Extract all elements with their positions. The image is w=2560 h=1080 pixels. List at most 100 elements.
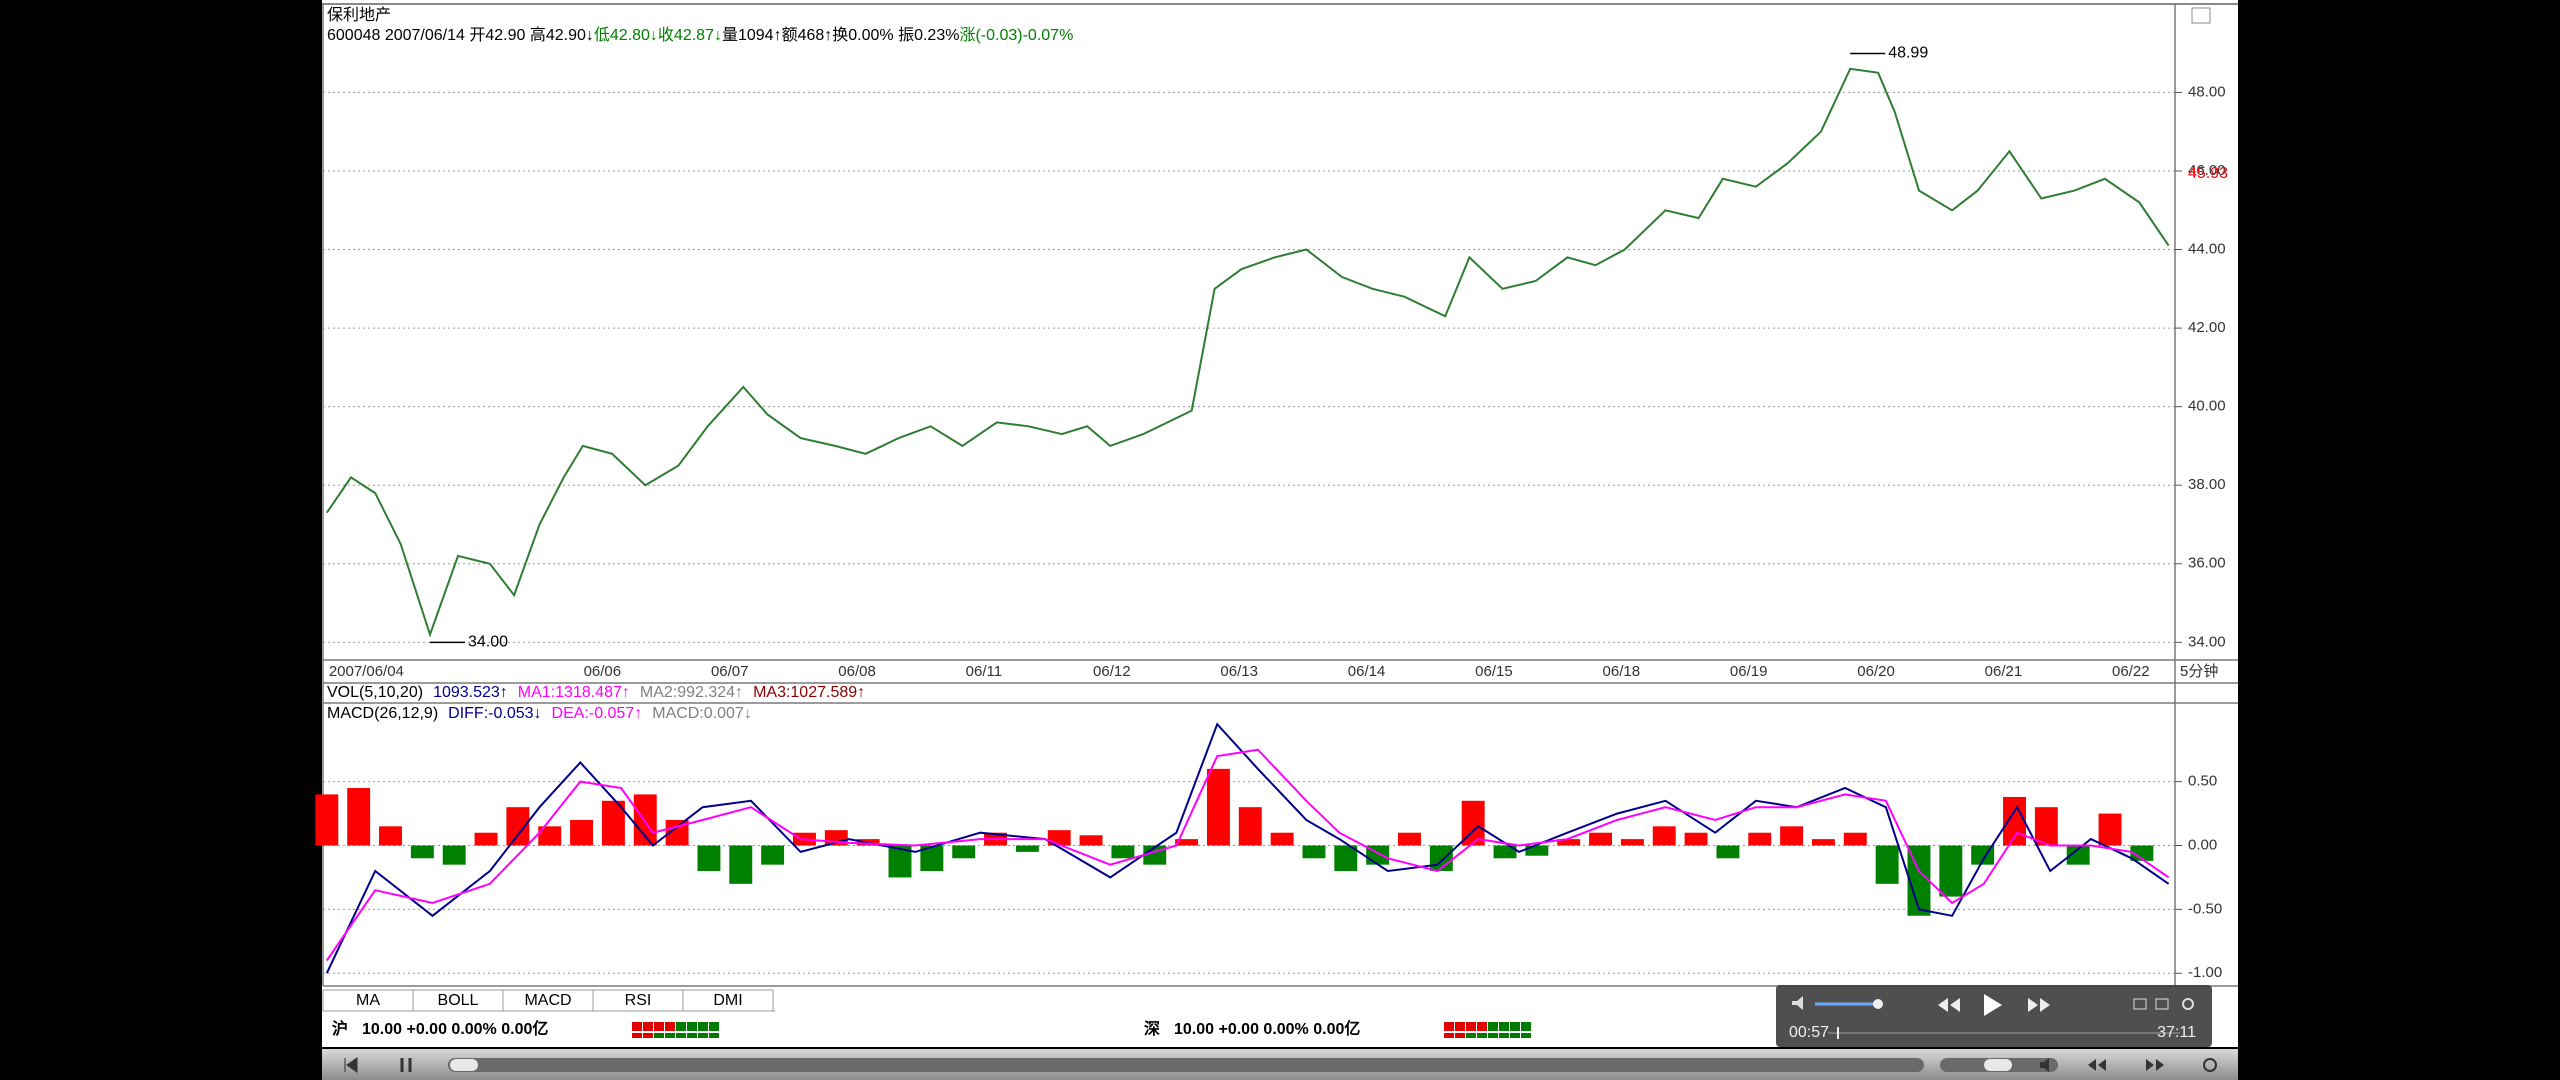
x-tick-label: 06/15 bbox=[1475, 663, 1513, 680]
tab-label[interactable]: MA bbox=[356, 992, 380, 1009]
annotation-label: 48.99 bbox=[1888, 45, 1928, 62]
price-line bbox=[325, 67, 2170, 638]
macd-bar bbox=[1238, 807, 1262, 846]
macd-bar bbox=[1015, 845, 1039, 852]
breadth-block bbox=[665, 1033, 675, 1038]
fullscreen-button[interactable] bbox=[2155, 998, 2169, 1010]
text-segment: 涨(-0.03)-0.07% bbox=[959, 26, 1073, 44]
macd-bar bbox=[1684, 832, 1708, 846]
macd-bar bbox=[697, 845, 721, 872]
tab-label[interactable]: MACD bbox=[524, 992, 571, 1009]
skip-button[interactable] bbox=[2146, 1059, 2164, 1071]
text-segment: MA2:992.324↑ bbox=[640, 684, 743, 701]
text-segment: 低42.80↓收42.87↓ bbox=[594, 26, 722, 44]
x-tick-label: 06/06 bbox=[584, 663, 622, 680]
macd-bar bbox=[2098, 813, 2122, 846]
y-tick-label: 0.00 bbox=[2188, 836, 2217, 853]
breadth-block bbox=[1477, 1033, 1487, 1038]
text-segment: VOL(5,10,20) bbox=[327, 684, 423, 701]
macd-bar bbox=[729, 845, 753, 884]
macd-bar bbox=[1875, 845, 1899, 884]
options-button[interactable] bbox=[2203, 1058, 2217, 1072]
macd-bar bbox=[442, 845, 466, 865]
y-tick-label: -0.50 bbox=[2188, 900, 2222, 917]
macd-bar bbox=[633, 794, 657, 846]
market-name: 沪 bbox=[332, 1019, 348, 1038]
seek-thumb[interactable] bbox=[450, 1059, 478, 1071]
volume-knob[interactable] bbox=[1984, 1059, 2012, 1071]
x-tick-label: 06/11 bbox=[966, 663, 1002, 680]
settings-button[interactable] bbox=[2182, 998, 2194, 1010]
player-panel bbox=[1776, 985, 2212, 1047]
tab[interactable] bbox=[682, 989, 774, 1012]
x-tick-label: 06/18 bbox=[1603, 663, 1641, 680]
y-tick-label: 42.00 bbox=[2188, 319, 2226, 336]
macd-bar bbox=[601, 800, 625, 846]
text-segment: MA3:1027.589↑ bbox=[753, 684, 865, 701]
breadth-block bbox=[1510, 1022, 1520, 1031]
breadth-block bbox=[1510, 1033, 1520, 1038]
macd-bar bbox=[920, 845, 944, 872]
play-button[interactable] bbox=[1984, 994, 2002, 1016]
window-icon[interactable] bbox=[2191, 7, 2211, 24]
macd-bar bbox=[1270, 832, 1294, 846]
x-tick-label: 06/21 bbox=[1985, 663, 2023, 680]
macd-bar bbox=[1398, 832, 1421, 846]
macd-bar bbox=[1557, 839, 1581, 846]
x-tick-label: 06/12 bbox=[1093, 663, 1131, 680]
breadth-block bbox=[643, 1033, 653, 1038]
tab-label[interactable]: DMI bbox=[713, 992, 742, 1009]
volume-thumb[interactable] bbox=[1873, 999, 1883, 1009]
macd-bar bbox=[474, 832, 498, 846]
macd-bar bbox=[1907, 845, 1931, 916]
breadth-block bbox=[1499, 1022, 1509, 1031]
last-price-label: 45.93 bbox=[2188, 165, 2228, 182]
breadth-block bbox=[698, 1022, 708, 1031]
back-button[interactable] bbox=[2088, 1059, 2106, 1071]
status-bar: 沪 10.00 +0.00 0.00% 0.00亿深 10.00 +0.00 0.0… bbox=[332, 1019, 1531, 1038]
x-tick-label: 06/08 bbox=[838, 663, 876, 680]
pause-button[interactable] bbox=[400, 1058, 412, 1072]
prev-button[interactable] bbox=[344, 1057, 358, 1073]
y-tick-label: 48.00 bbox=[2188, 83, 2226, 100]
breadth-block bbox=[1521, 1022, 1531, 1031]
market-name: 深 bbox=[1144, 1019, 1160, 1038]
macd-bar bbox=[1652, 826, 1676, 846]
pip-button[interactable] bbox=[2133, 998, 2147, 1010]
breadth-block bbox=[687, 1022, 697, 1031]
macd-bar bbox=[1525, 845, 1549, 856]
total-time: 37:11 bbox=[2157, 1024, 2196, 1041]
x-tick-label: 06/14 bbox=[1348, 663, 1386, 680]
indicator-tabs: MA BOLL MACD RSI DMI bbox=[322, 989, 775, 1012]
seek-track[interactable] bbox=[448, 1058, 1924, 1072]
forward-button[interactable] bbox=[2028, 998, 2050, 1012]
volume-icon[interactable] bbox=[1792, 996, 1803, 1010]
market-quote: 10.00 +0.00 0.00% 0.00亿 bbox=[362, 1019, 548, 1038]
macd-bar bbox=[347, 788, 371, 846]
breadth-block bbox=[665, 1022, 675, 1031]
macd-bar bbox=[410, 845, 434, 859]
tab-label[interactable]: BOLL bbox=[438, 992, 479, 1009]
macd-bar bbox=[379, 826, 402, 846]
breadth-block bbox=[632, 1022, 642, 1031]
macd-bar bbox=[1843, 832, 1867, 846]
indicator-line bbox=[325, 748, 2170, 962]
tab-label[interactable]: RSI bbox=[625, 992, 652, 1009]
breadth-block bbox=[676, 1022, 686, 1031]
mute-button[interactable] bbox=[2040, 1058, 2049, 1072]
breadth-block bbox=[709, 1033, 719, 1038]
macd-bar bbox=[1589, 832, 1613, 846]
macd-bar bbox=[952, 845, 976, 859]
x-tick-label: 06/13 bbox=[1220, 663, 1258, 680]
x-tick-label: 2007/06/04 bbox=[329, 663, 404, 680]
y-tick-label: 40.00 bbox=[2188, 398, 2226, 415]
elapsed-time: 00:57 bbox=[1789, 1024, 1829, 1041]
rewind-button[interactable] bbox=[1938, 998, 1960, 1012]
breadth-block bbox=[1477, 1022, 1487, 1031]
y-tick-label: 0.50 bbox=[2188, 773, 2217, 790]
macd-bar bbox=[1175, 839, 1199, 846]
macd-bar bbox=[665, 819, 689, 846]
text-segment: MA1:1318.487↑ bbox=[518, 684, 630, 701]
x-tick-label: 06/19 bbox=[1730, 663, 1768, 680]
